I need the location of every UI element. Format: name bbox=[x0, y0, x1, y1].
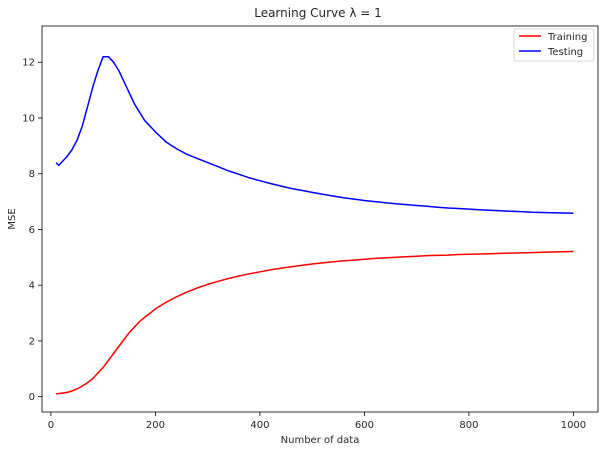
legend-training-label: Training bbox=[547, 32, 587, 43]
y-tick-label: 12 bbox=[22, 58, 35, 69]
x-tick-label: 200 bbox=[146, 420, 165, 431]
series-line-testing bbox=[55, 55, 574, 215]
y-axis-label: MSE bbox=[7, 208, 18, 229]
y-tick-label: 4 bbox=[29, 281, 35, 292]
series-layer bbox=[55, 55, 574, 395]
series-line-training bbox=[56, 250, 574, 395]
plot-area bbox=[41, 25, 599, 413]
chart-title: Learning Curve λ = 1 bbox=[254, 6, 382, 20]
x-tick-label: 400 bbox=[250, 420, 269, 431]
y-tick-label: 10 bbox=[22, 113, 35, 124]
legend: Training Testing bbox=[513, 28, 595, 62]
x-tick-label: 800 bbox=[459, 420, 478, 431]
y-tick-label: 2 bbox=[29, 336, 35, 347]
legend-testing-label: Testing bbox=[547, 47, 583, 58]
x-axis: 0 200 400 600 800 1000 bbox=[48, 412, 586, 431]
x-tick-label: 0 bbox=[48, 420, 54, 431]
y-tick-label: 6 bbox=[29, 225, 35, 236]
legend-box bbox=[513, 28, 595, 62]
x-tick-label: 600 bbox=[355, 420, 374, 431]
x-tick-label: 1000 bbox=[561, 420, 586, 431]
y-axis: 0 2 4 6 8 10 12 bbox=[22, 58, 42, 403]
y-tick-label: 0 bbox=[29, 392, 35, 403]
y-tick-label: 8 bbox=[29, 169, 35, 180]
x-axis-label: Number of data bbox=[281, 435, 360, 446]
